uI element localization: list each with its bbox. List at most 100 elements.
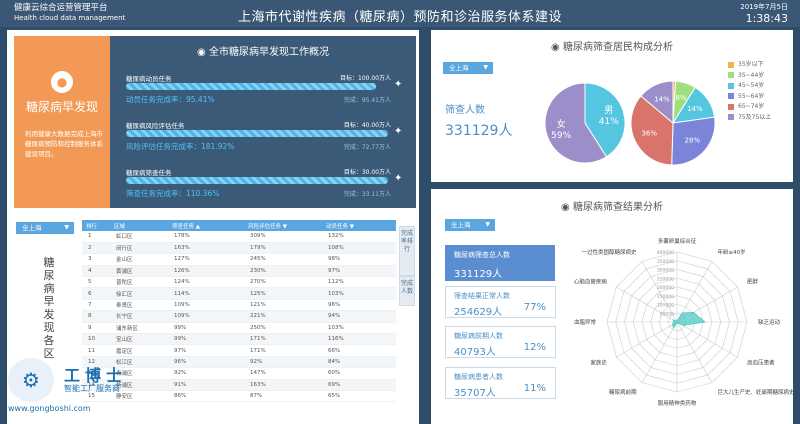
composition-region-select[interactable]: 全上海 ▼	[443, 62, 493, 74]
column-header-mobilize[interactable]: 动员任务 ▼	[322, 220, 396, 231]
table-row[interactable]: 5 普陀区 124% 270% 112%	[82, 276, 396, 289]
table-row[interactable]: 3 金山区 127% 245% 98%	[82, 253, 396, 266]
table-cell: 147%	[244, 367, 322, 380]
table-row[interactable]: 1 虹口区 178% 309% 132%	[82, 231, 396, 243]
district-section-title: 糖尿病早发现各区	[43, 256, 55, 360]
table-row[interactable]: 12 松江区 96% 92% 84%	[82, 356, 396, 369]
table-cell: 13	[82, 367, 110, 380]
table-row[interactable]: 8 长宁区 109% 221% 94%	[82, 310, 396, 323]
table-row[interactable]: 14 杨浦区 91% 163% 69%	[82, 379, 396, 391]
table-cell: 171%	[244, 333, 322, 346]
table-cell: 青浦区	[110, 367, 168, 380]
column-header-rank[interactable]: 排行	[82, 220, 110, 231]
table-cell: 250%	[244, 322, 322, 335]
table-cell: 230%	[244, 265, 322, 278]
legend-item[interactable]: 35~44岁	[728, 71, 771, 82]
overview-card: ◉ 全市糖尿病早发现工作概况 糖尿病动员任务 目标：100.00万人 ✦ 动员任…	[110, 36, 416, 208]
radar-spoke	[676, 261, 713, 323]
radar-axis-label: 家族史	[590, 359, 607, 367]
legend-item[interactable]: 65~74岁	[728, 102, 771, 113]
composition-title: ◉ 糖尿病筛查居民构成分析	[551, 42, 673, 53]
radar-spoke	[641, 261, 678, 323]
target-icon: ◉	[197, 47, 209, 58]
tab-completion-count[interactable]: 完成人数	[399, 276, 415, 306]
table-row[interactable]: 13 青浦区 92% 147% 60%	[82, 367, 396, 380]
table-row[interactable]: 4 黄浦区 126% 230% 97%	[82, 265, 396, 278]
age-legend: 35岁以下 35~44岁 45~54岁 55~64岁 65~74岁 75及75以上	[728, 60, 771, 123]
radar-series-area[interactable]	[672, 311, 706, 329]
table-cell: 84%	[322, 356, 396, 369]
column-header-risk[interactable]: 风险评估任务 ▼	[244, 220, 322, 231]
stat-diabetes[interactable]: 糖尿病患者人数 35707人 11%	[445, 367, 556, 399]
table-cell: 92%	[244, 356, 322, 369]
table-cell: 12	[82, 356, 110, 369]
radar-axis-label: 心脑血管疾病	[574, 278, 608, 286]
table-cell: 闵行区	[110, 242, 168, 255]
current-date: 2019年7月5日	[740, 3, 788, 11]
results-region-select[interactable]: 全上海 ▼	[445, 219, 495, 231]
radar-axis-label: 服用精神类药物	[658, 399, 697, 407]
table-row[interactable]: 10 宝山区 99% 171% 116%	[82, 333, 396, 346]
table-cell: 虹口区	[110, 231, 168, 243]
column-header-screening[interactable]: 筛查任务 ▲	[168, 220, 244, 231]
progress-bar	[126, 83, 376, 90]
table-row[interactable]: 11 嘉定区 97% 171% 66%	[82, 344, 396, 357]
table-cell: 11	[82, 344, 110, 357]
age-pie-chart: 8%14%28%36%14%	[630, 80, 716, 166]
chevron-down-icon: ▼	[483, 64, 488, 71]
stat-normal[interactable]: 筛查结果正常人数 254629人 77%	[445, 286, 556, 318]
task-name: 糖尿病风险评估任务	[126, 122, 185, 130]
table-cell: 178%	[168, 231, 244, 243]
table-cell: 金山区	[110, 253, 168, 266]
age-slice[interactable]	[671, 116, 716, 166]
table-cell: 黄浦区	[110, 265, 168, 278]
top-bar: 健康云综合运营管理平台 Health cloud data management…	[0, 0, 800, 27]
table-cell: 9	[82, 322, 110, 335]
legend-label: 35~44岁	[738, 71, 765, 79]
legend-item[interactable]: 75及75以上	[728, 113, 771, 124]
age-slice[interactable]	[640, 80, 674, 125]
table-cell: 99%	[168, 333, 244, 346]
table-row[interactable]: 15 静安区 86% 87% 65%	[82, 390, 396, 403]
table-row[interactable]: 6 徐汇区 114% 125% 103%	[82, 287, 396, 300]
radar-tick-label: 200000	[657, 285, 674, 291]
watermark-name: 工博士	[64, 366, 128, 385]
radar-tick-label: 50000	[660, 311, 674, 317]
gender-slice[interactable]	[544, 82, 608, 164]
table-cell: 静安区	[110, 390, 168, 403]
stat-total-screened[interactable]: 糖尿病筛查总人数 331129人	[445, 245, 555, 281]
legend-item[interactable]: 45~54岁	[728, 81, 771, 92]
table-cell: 109%	[168, 299, 244, 312]
table-cell: 7	[82, 299, 110, 312]
brand-subtitle: Health cloud data management	[14, 14, 126, 22]
brand-name: 健康云综合运营管理平台	[14, 3, 108, 13]
radar-axis-label: 高血压患者	[747, 359, 775, 367]
progress-bar	[126, 130, 388, 137]
task-rate: 动员任务完成率：95.41%	[126, 95, 215, 104]
table-row[interactable]: 9 浦东新区 99% 250% 103%	[82, 322, 396, 335]
column-header-district[interactable]: 区域	[110, 220, 168, 231]
region-select[interactable]: 全上海 ▼	[16, 222, 74, 234]
radar-spoke	[616, 286, 678, 323]
table-row[interactable]: 2 闵行区 163% 179% 108%	[82, 242, 396, 255]
table-row[interactable]: 7 奉贤区 109% 121% 96%	[82, 299, 396, 312]
age-slice-pct: 14%	[654, 95, 670, 103]
legend-label: 55~64岁	[738, 92, 765, 100]
table-cell: 奉贤区	[110, 299, 168, 312]
tab-completion-rate-ranking[interactable]: 完成率排行	[399, 226, 415, 276]
table-cell: 60%	[322, 367, 396, 380]
legend-label: 35岁以下	[738, 61, 764, 68]
watermark-slogan: 智能工厂服务商	[64, 384, 120, 393]
age-slice[interactable]	[630, 95, 674, 166]
stat-prediabetes[interactable]: 糖尿病前期人数 40793人 12%	[445, 326, 556, 358]
table-cell: 10	[82, 333, 110, 346]
table-cell: 116%	[322, 333, 396, 346]
table-cell: 杨浦区	[110, 379, 168, 391]
radar-axis-label: 糖尿病前期	[609, 388, 637, 396]
legend-item[interactable]: 55~64岁	[728, 92, 771, 103]
legend-label: 65~74岁	[738, 103, 765, 110]
table-cell: 65%	[322, 390, 396, 403]
legend-item[interactable]: 35岁以下	[728, 60, 771, 71]
table-cell: 179%	[244, 242, 322, 255]
table-cell: 270%	[244, 276, 322, 289]
